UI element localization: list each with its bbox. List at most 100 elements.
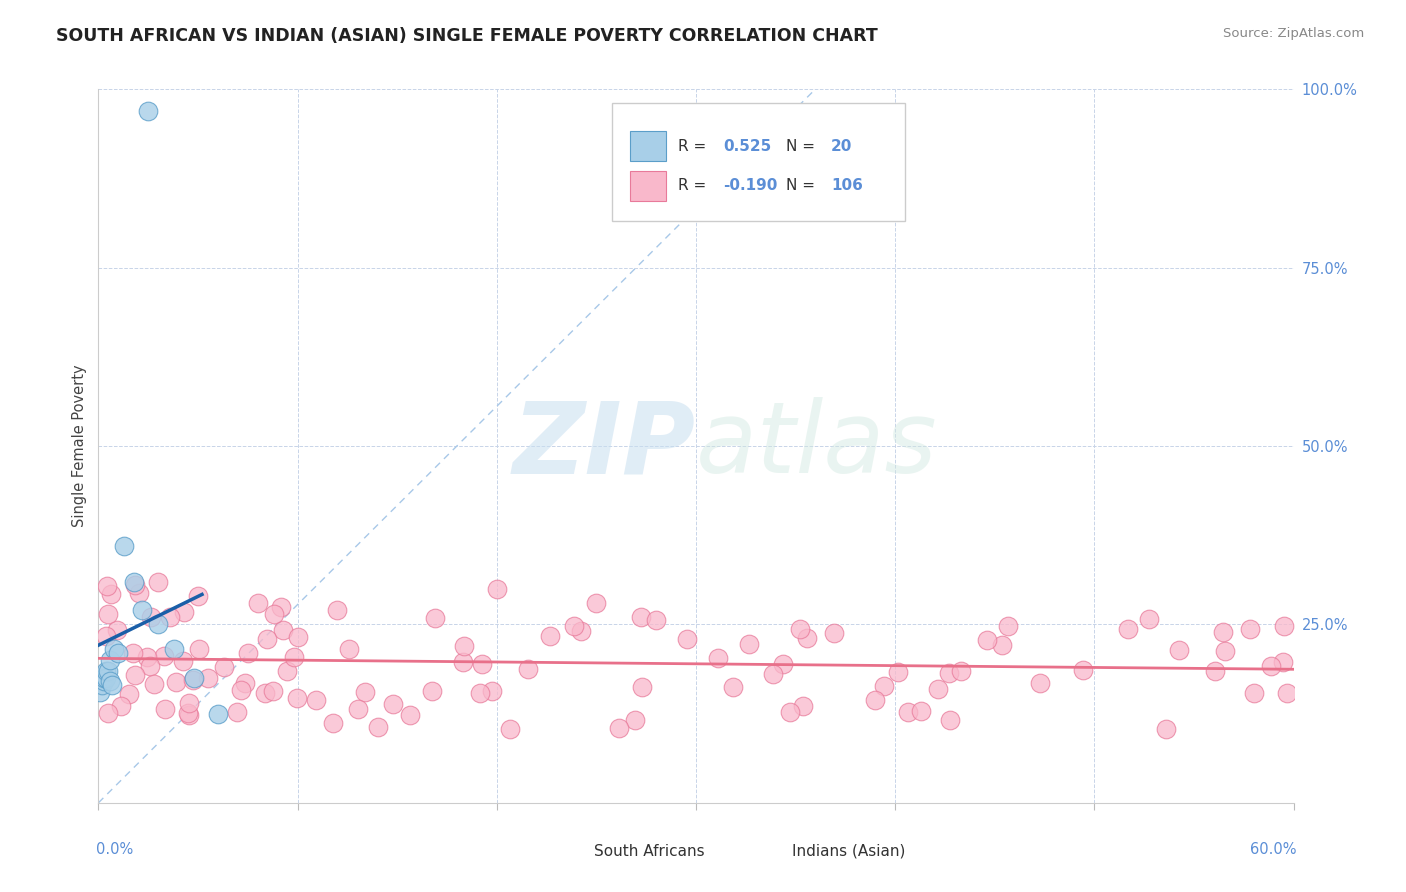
Point xyxy=(136,103,159,118)
Text: N =: N = xyxy=(786,178,820,193)
Point xyxy=(276,664,298,678)
Point xyxy=(207,706,229,721)
Point xyxy=(569,624,592,638)
Point xyxy=(142,676,165,690)
Y-axis label: Single Female Poverty: Single Female Poverty xyxy=(72,365,87,527)
Point xyxy=(1137,612,1160,626)
Point xyxy=(101,678,124,692)
Point xyxy=(165,674,187,689)
Point xyxy=(183,671,205,685)
Point xyxy=(399,708,422,723)
Point xyxy=(100,587,122,601)
Point xyxy=(256,632,278,647)
Text: 20: 20 xyxy=(831,139,852,153)
Point xyxy=(1260,659,1282,673)
Point xyxy=(910,704,932,718)
Point xyxy=(927,682,949,697)
Point xyxy=(93,671,115,685)
Point xyxy=(789,622,811,636)
Point xyxy=(737,637,759,651)
Text: N =: N = xyxy=(786,139,820,153)
Point xyxy=(706,651,728,665)
FancyBboxPatch shape xyxy=(630,170,666,201)
Point xyxy=(485,582,508,596)
FancyBboxPatch shape xyxy=(553,838,586,865)
Point xyxy=(153,649,176,664)
Point xyxy=(1277,686,1299,700)
Point xyxy=(991,639,1014,653)
Point xyxy=(177,708,200,723)
Point xyxy=(796,631,818,645)
Point xyxy=(1029,676,1052,690)
Point xyxy=(322,716,344,731)
Point xyxy=(128,586,150,600)
Point xyxy=(1239,623,1261,637)
Text: 60.0%: 60.0% xyxy=(1250,842,1296,856)
Point xyxy=(997,619,1019,633)
Text: R =: R = xyxy=(678,139,711,153)
Point xyxy=(233,676,256,690)
Point xyxy=(148,574,170,589)
Point xyxy=(238,646,260,660)
Point xyxy=(141,610,163,624)
Text: ZIP: ZIP xyxy=(513,398,696,494)
Point xyxy=(1213,643,1236,657)
Point xyxy=(420,684,443,698)
Point xyxy=(139,659,162,673)
Point xyxy=(105,624,128,638)
Point xyxy=(287,690,309,705)
Point xyxy=(939,713,962,727)
Point xyxy=(271,623,294,637)
Point xyxy=(214,660,236,674)
Point xyxy=(97,706,120,721)
Point xyxy=(1243,686,1265,700)
Point xyxy=(762,667,785,681)
Point xyxy=(347,701,370,715)
Point xyxy=(97,664,120,678)
Point xyxy=(423,611,446,625)
FancyBboxPatch shape xyxy=(613,103,905,221)
Point xyxy=(468,686,491,700)
Point xyxy=(723,680,745,694)
Point xyxy=(644,613,666,627)
Point xyxy=(562,619,585,633)
Point xyxy=(1168,642,1191,657)
Point xyxy=(122,646,145,660)
Point xyxy=(96,629,118,643)
Point xyxy=(124,578,146,592)
Point xyxy=(262,684,284,698)
Text: 0.0%: 0.0% xyxy=(96,842,134,856)
Point xyxy=(1212,625,1234,640)
Point xyxy=(187,642,209,657)
Point xyxy=(96,579,118,593)
Point xyxy=(481,684,503,698)
Point xyxy=(1204,664,1226,678)
Point xyxy=(96,664,118,678)
FancyBboxPatch shape xyxy=(749,838,783,865)
Point xyxy=(630,610,652,624)
Point xyxy=(887,665,910,680)
Point xyxy=(779,706,801,720)
Text: SOUTH AFRICAN VS INDIAN (ASIAN) SINGLE FEMALE POVERTY CORRELATION CHART: SOUTH AFRICAN VS INDIAN (ASIAN) SINGLE F… xyxy=(56,27,877,45)
Point xyxy=(117,687,139,701)
Point xyxy=(96,671,118,685)
Text: South Africans: South Africans xyxy=(595,844,704,859)
Point xyxy=(283,650,305,665)
Point xyxy=(865,692,887,706)
Point xyxy=(471,657,494,671)
Point xyxy=(1156,722,1178,736)
Point xyxy=(585,596,607,610)
Point xyxy=(337,641,360,656)
Point xyxy=(938,666,960,681)
Point xyxy=(159,610,181,624)
Point xyxy=(131,603,153,617)
FancyBboxPatch shape xyxy=(630,131,666,161)
Point xyxy=(97,607,120,622)
Point xyxy=(98,653,122,667)
Point xyxy=(517,662,540,676)
Point xyxy=(107,646,129,660)
Text: 106: 106 xyxy=(831,178,863,193)
Text: -0.190: -0.190 xyxy=(724,178,778,193)
Point xyxy=(1073,663,1095,677)
Point xyxy=(246,596,269,610)
